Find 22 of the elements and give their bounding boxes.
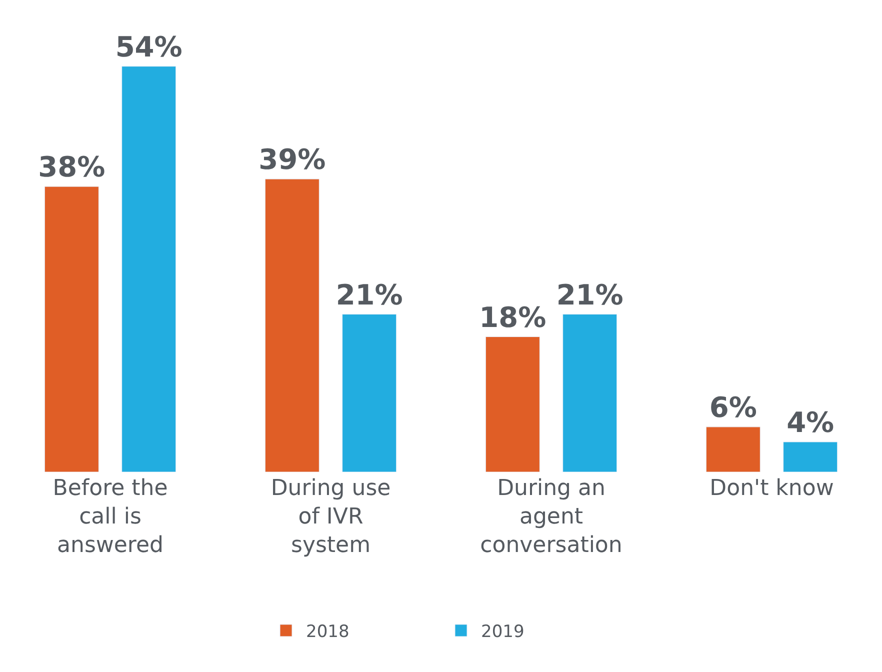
bar: [783, 442, 838, 472]
x-tick-label: During use of IVR system: [270, 476, 391, 558]
bar: [264, 178, 320, 472]
data-label: 21%: [556, 278, 624, 312]
data-label: 38%: [38, 150, 106, 184]
legend-label: 2019: [481, 622, 524, 642]
x-tick-label: During an agent conversation: [480, 476, 622, 558]
bar: [44, 186, 99, 472]
data-label: 18%: [479, 300, 546, 334]
x-tick-label: Don't know: [710, 476, 834, 501]
data-label: 6%: [709, 390, 757, 424]
data-label: 39%: [258, 143, 326, 176]
bar: [562, 314, 618, 472]
bar: [706, 426, 760, 472]
data-label: 4%: [786, 406, 834, 439]
bar: [342, 314, 397, 472]
x-tick-label: Before the call is answered: [52, 476, 168, 558]
data-label: 21%: [336, 278, 403, 312]
bar: [485, 336, 540, 472]
bar: [122, 66, 176, 472]
data-label: 54%: [115, 30, 182, 64]
legend-label: 2018: [306, 622, 350, 642]
